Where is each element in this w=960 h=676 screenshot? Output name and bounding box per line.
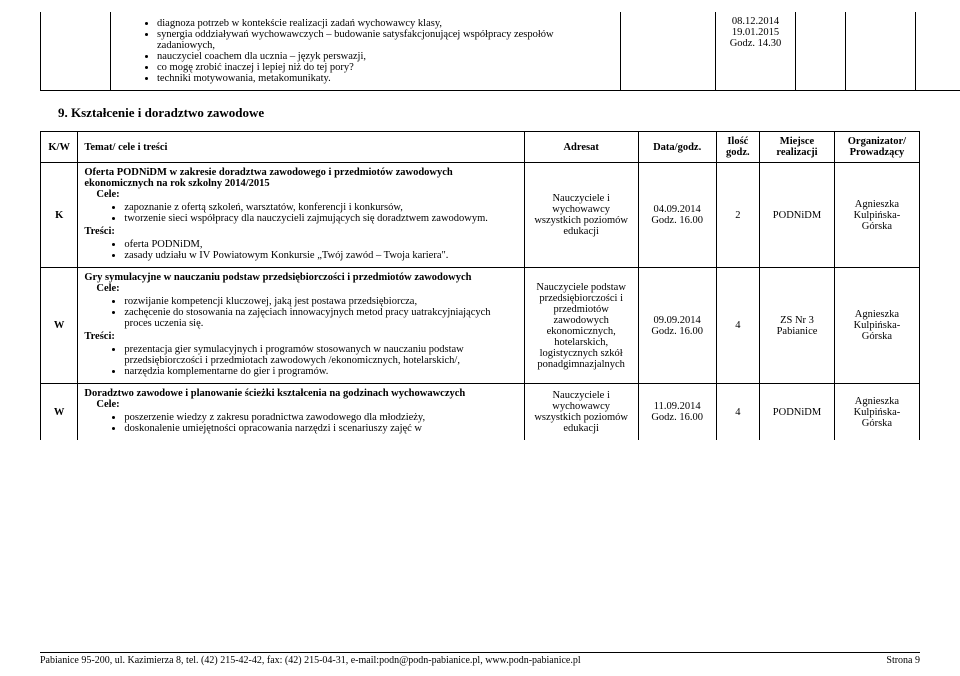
cell-topic: Oferta PODNiDM w zakresie doradztwa zawo… bbox=[78, 163, 524, 268]
footer-left: Pabianice 95-200, ul. Kazimierza 8, tel.… bbox=[40, 655, 581, 666]
cell-ilosc: 4 bbox=[716, 268, 760, 384]
cell-adresat: Nauczyciele i wychowawcy wszystkich pozi… bbox=[524, 384, 638, 441]
row-title: Gry symulacyjne w nauczaniu podstaw prze… bbox=[84, 272, 471, 283]
cell-adresat: Nauczyciele i wychowawcy wszystkich pozi… bbox=[524, 163, 638, 268]
cele-list: zapoznanie z ofertą szkoleń, warsztatów,… bbox=[84, 202, 517, 224]
tresci-list: prezentacja gier symulacyjnych i program… bbox=[84, 344, 517, 377]
header-org: Organizator/ Prowadzący bbox=[834, 132, 919, 163]
page-footer: Pabianice 95-200, ul. Kazimierza 8, tel.… bbox=[40, 652, 920, 666]
cele-item: doskonalenie umiejętności opracowania na… bbox=[124, 423, 517, 434]
cell-data: 09.09.2014 Godz. 16.00 bbox=[638, 268, 716, 384]
tresci-item: zasady udziału w IV Powiatowym Konkursie… bbox=[124, 250, 517, 261]
cell-org: Agnieszka Kulpińska-Górska bbox=[834, 163, 919, 268]
main-table: K/W Temat/ cele i treści Adresat Data/go… bbox=[40, 131, 920, 440]
tresci-label: Treści: bbox=[84, 331, 517, 342]
cele-list: rozwijanie kompetencji kluczowej, jaką j… bbox=[84, 296, 517, 329]
top-bullet: techniki motywowania, metakomunikaty. bbox=[157, 73, 614, 84]
cele-item: zachęcenie do stosowania na zajęciach in… bbox=[124, 307, 517, 329]
top-topic-cell: diagnoza potrzeb w kontekście realizacji… bbox=[111, 12, 621, 91]
top-bullet: co mogę zrobić inaczej i lepiej niż do t… bbox=[157, 62, 614, 73]
top-empty-adresat bbox=[621, 12, 716, 91]
header-topic: Temat/ cele i treści bbox=[78, 132, 524, 163]
top-bullet: nauczyciel coachem dla ucznia – język pe… bbox=[157, 51, 614, 62]
cell-kw: K bbox=[41, 163, 78, 268]
cele-item: zapoznanie z ofertą szkoleń, warsztatów,… bbox=[124, 202, 517, 213]
cele-label: Cele: bbox=[96, 399, 517, 410]
cell-kw: W bbox=[41, 384, 78, 441]
cell-miejsce: PODNiDM bbox=[760, 163, 835, 268]
cele-label: Cele: bbox=[96, 189, 517, 200]
tresci-label: Treści: bbox=[84, 226, 517, 237]
cele-item: rozwijanie kompetencji kluczowej, jaką j… bbox=[124, 296, 517, 307]
top-empty-miejsce bbox=[846, 12, 916, 91]
cell-adresat: Nauczyciele podstaw przedsiębiorczości i… bbox=[524, 268, 638, 384]
header-kw: K/W bbox=[41, 132, 78, 163]
table-row: W Gry symulacyjne w nauczaniu podstaw pr… bbox=[41, 268, 920, 384]
cell-org: Agnieszka Kulpińska-Górska bbox=[834, 384, 919, 441]
cell-ilosc: 4 bbox=[716, 384, 760, 441]
top-bullet: synergia oddziaływań wychowawczych – bud… bbox=[157, 29, 614, 51]
header-adresat: Adresat bbox=[524, 132, 638, 163]
header-row: K/W Temat/ cele i treści Adresat Data/go… bbox=[41, 132, 920, 163]
header-miejsce: Miejsce realizacji bbox=[760, 132, 835, 163]
cell-ilosc: 2 bbox=[716, 163, 760, 268]
cell-miejsce: PODNiDM bbox=[760, 384, 835, 441]
tresci-item: oferta PODNiDM, bbox=[124, 239, 517, 250]
cele-item: tworzenie sieci współpracy dla nauczycie… bbox=[124, 213, 517, 224]
top-continuation-table: diagnoza potrzeb w kontekście realizacji… bbox=[40, 12, 960, 91]
top-empty-ilosc bbox=[796, 12, 846, 91]
row-title: Doradztwo zawodowe i planowanie ścieżki … bbox=[84, 388, 465, 399]
section-heading: 9. Kształcenie i doradztwo zawodowe bbox=[58, 105, 920, 121]
tresci-item: narzędzia komplementarne do gier i progr… bbox=[124, 366, 517, 377]
table-row: W Doradztwo zawodowe i planowanie ścieżk… bbox=[41, 384, 920, 441]
top-empty-org bbox=[916, 12, 960, 91]
cele-label: Cele: bbox=[96, 283, 517, 294]
top-bullet: diagnoza potrzeb w kontekście realizacji… bbox=[157, 18, 614, 29]
cell-topic: Doradztwo zawodowe i planowanie ścieżki … bbox=[78, 384, 524, 441]
cell-topic: Gry symulacyjne w nauczaniu podstaw prze… bbox=[78, 268, 524, 384]
cell-org: Agnieszka Kulpińska-Górska bbox=[834, 268, 919, 384]
top-dates-cell: 08.12.2014 19.01.2015 Godz. 14.30 bbox=[716, 12, 796, 91]
cell-miejsce: ZS Nr 3 Pabianice bbox=[760, 268, 835, 384]
row-title: Oferta PODNiDM w zakresie doradztwa zawo… bbox=[84, 167, 452, 189]
table-row: K Oferta PODNiDM w zakresie doradztwa za… bbox=[41, 163, 920, 268]
cele-list: poszerzenie wiedzy z zakresu poradnictwa… bbox=[84, 412, 517, 434]
tresci-item: prezentacja gier symulacyjnych i program… bbox=[124, 344, 517, 366]
header-data: Data/godz. bbox=[638, 132, 716, 163]
top-bullets: diagnoza potrzeb w kontekście realizacji… bbox=[117, 18, 614, 84]
header-ilosc: Ilość godz. bbox=[716, 132, 760, 163]
tresci-list: oferta PODNiDM, zasady udziału w IV Powi… bbox=[84, 239, 517, 261]
cell-kw: W bbox=[41, 268, 78, 384]
cell-data: 11.09.2014 Godz. 16.00 bbox=[638, 384, 716, 441]
top-empty-kw bbox=[41, 12, 111, 91]
cell-data: 04.09.2014 Godz. 16.00 bbox=[638, 163, 716, 268]
footer-right: Strona 9 bbox=[886, 655, 920, 666]
cele-item: poszerzenie wiedzy z zakresu poradnictwa… bbox=[124, 412, 517, 423]
